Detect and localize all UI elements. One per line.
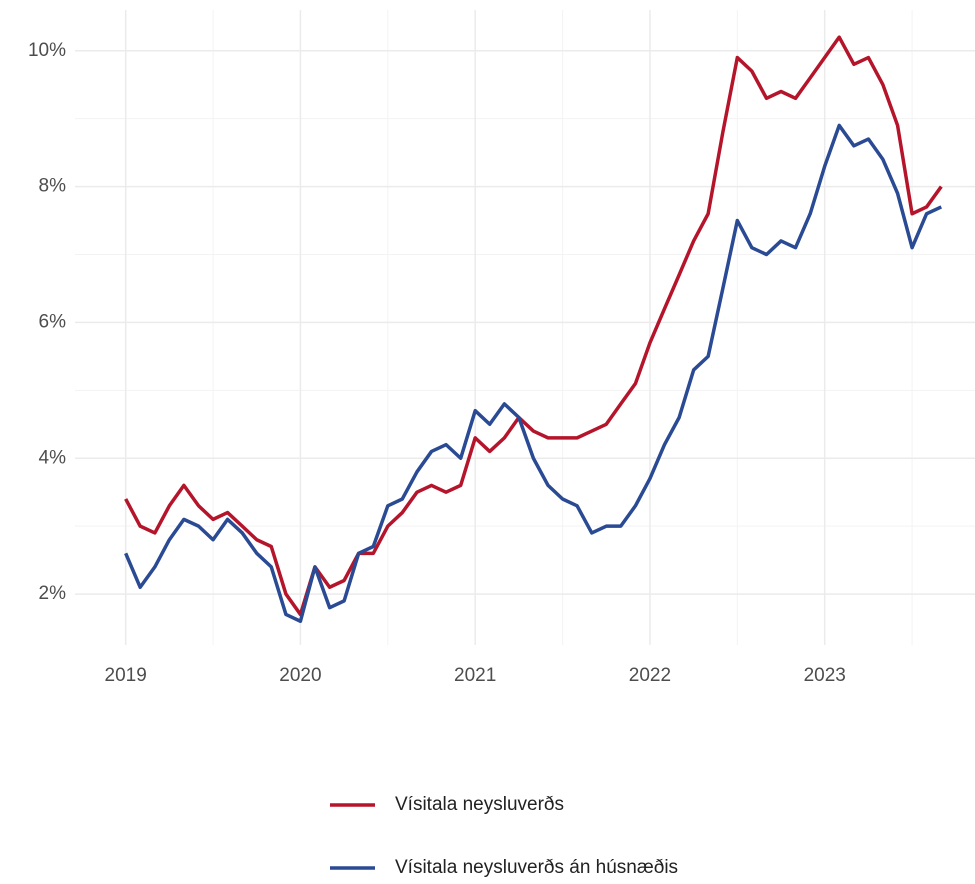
y-tick-label: 8%	[39, 176, 67, 197]
y-tick-label: 6%	[39, 311, 67, 332]
x-tick-label: 2021	[454, 665, 496, 686]
y-tick-label: 4%	[39, 447, 67, 468]
x-tick-label: 2019	[105, 665, 147, 686]
y-tick-label: 2%	[39, 583, 67, 604]
x-tick-label: 2022	[629, 665, 671, 686]
x-tick-label: 2020	[279, 665, 321, 686]
legend-label: Vísitala neysluverðs án húsnæðis	[395, 857, 678, 878]
line-series	[124, 35, 943, 617]
line-series	[124, 123, 943, 623]
x-tick-label: 2023	[804, 665, 846, 686]
y-tick-label: 10%	[28, 40, 66, 61]
legend-label: Vísitala neysluverðs	[395, 794, 564, 815]
